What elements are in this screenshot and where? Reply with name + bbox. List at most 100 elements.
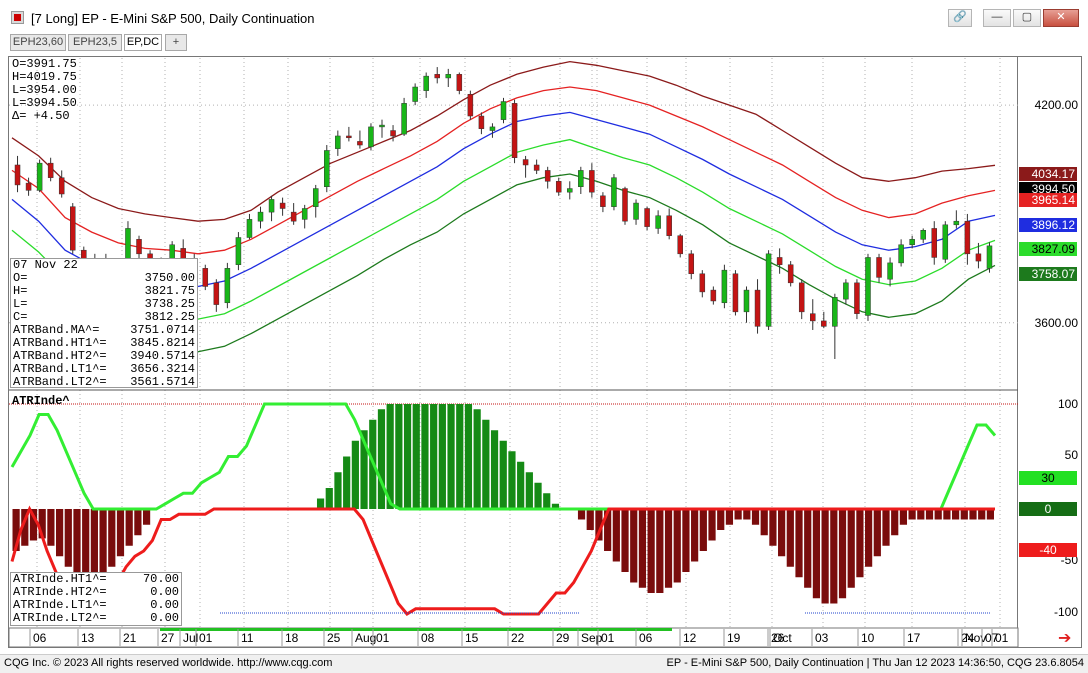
osc-bar <box>116 509 125 557</box>
osc-bar <box>430 404 438 509</box>
time-axis-highlight <box>160 628 672 631</box>
osc-bar <box>656 509 664 593</box>
osc-bar <box>351 440 359 509</box>
time-label: 19 <box>727 631 741 645</box>
tab-ep-dc[interactable]: EP,DC <box>124 34 162 51</box>
osc-bar <box>804 509 812 588</box>
candle-body <box>36 162 43 191</box>
price-tag: 3758.07 <box>1019 267 1077 281</box>
candle-body <box>832 297 838 327</box>
time-label: 06 <box>639 631 653 645</box>
osc-bar <box>534 482 542 509</box>
cursor-info-row: L= 3738.25 <box>11 298 197 311</box>
time-label: 01 <box>199 631 213 645</box>
info-value: 0.00 <box>150 585 179 599</box>
tab-eph23-5[interactable]: EPH23,5 <box>68 34 122 51</box>
maximize-button[interactable]: ▢ <box>1013 9 1041 27</box>
osc-bar <box>682 509 690 572</box>
candle-body <box>511 103 518 158</box>
time-label: 11 <box>241 631 254 645</box>
info-value: 3812.25 <box>144 310 195 324</box>
info-label: H= <box>13 284 28 298</box>
time-label: 17 <box>907 631 921 645</box>
candlesticks <box>14 67 993 359</box>
osc-bar <box>952 509 960 520</box>
candle-body <box>401 103 407 135</box>
osc-bar <box>925 509 934 520</box>
time-label: 10 <box>861 631 875 645</box>
candle-body <box>268 199 275 213</box>
osc-bar <box>134 509 142 536</box>
candle-body <box>567 188 573 193</box>
osc-bar <box>55 509 64 557</box>
osc-bar <box>708 509 716 541</box>
link-icon[interactable]: 🔗 <box>948 9 972 27</box>
osc-bar <box>899 509 908 525</box>
osc-bar <box>960 509 968 520</box>
candle-body <box>975 253 982 262</box>
osc-bar <box>795 509 803 578</box>
osc-bar <box>421 404 429 509</box>
time-label: Jul <box>183 631 198 645</box>
tab-eph23-60[interactable]: EPH23,60 <box>10 34 66 51</box>
osc-bar <box>786 509 794 567</box>
osc-bar <box>438 404 446 509</box>
band-ht2 <box>11 60 996 222</box>
osc-tag: -40 <box>1019 543 1077 557</box>
osc-bar <box>743 509 751 520</box>
candle-body <box>611 177 617 207</box>
info-value: 3845.8214 <box>130 336 195 350</box>
osc-bar <box>830 509 838 604</box>
time-label: 25 <box>327 631 341 645</box>
time-label: 01 <box>376 631 390 645</box>
osc-bar <box>943 509 951 520</box>
candle-body <box>710 289 717 302</box>
osc-bar <box>21 509 29 546</box>
scroll-right-arrow-icon[interactable]: ➔ <box>1058 630 1072 647</box>
info-value: 3750.00 <box>144 271 195 285</box>
osc-bar <box>447 404 455 509</box>
candle-body <box>544 170 551 182</box>
osc-bar <box>99 509 107 578</box>
osc-bar <box>490 430 499 509</box>
cursor-info-row: O= 3750.00 <box>11 272 197 285</box>
candle-body <box>688 253 695 275</box>
candle-body <box>279 202 286 209</box>
osc-bar <box>908 509 916 520</box>
osc-bar <box>699 509 707 551</box>
osc-bar <box>38 509 46 539</box>
add-tab-button[interactable]: + <box>165 34 187 51</box>
candle-body <box>301 208 308 220</box>
osc-bar <box>551 503 560 509</box>
candle-body <box>290 211 297 222</box>
info-label: ATRBand.HT1^= <box>13 336 107 350</box>
osc-bar <box>47 509 55 546</box>
osc-bar <box>325 488 333 509</box>
candle-body <box>964 220 971 255</box>
candle-body <box>821 320 827 327</box>
osc-bar <box>360 430 368 509</box>
oscillator-info-row: ATRInde.LT1^= 0.00 <box>11 599 181 612</box>
time-label: 12 <box>683 631 697 645</box>
info-label: ATRBand.HT2^= <box>13 349 107 363</box>
candle-body <box>876 257 882 278</box>
osc-bar <box>456 404 464 509</box>
cursor-date: 07 Nov 22 <box>13 258 78 272</box>
cursor-info-row: ATRBand.HT2^= 3940.5714 <box>11 350 197 363</box>
candle-body <box>478 115 485 129</box>
info-value: 3656.3214 <box>130 362 195 376</box>
oscillator-info-box: ATRInde.HT1^= 70.00 ATRInde.HT2^= 0.00 ATRIn… <box>10 572 182 626</box>
oscillator-info-row: ATRInde.HT1^= 70.00 <box>11 573 181 586</box>
osc-bar <box>73 509 81 578</box>
oscillator-info-row: ATRInde.LT2^= 0.00 <box>11 612 181 625</box>
minimize-button[interactable]: — <box>983 9 1011 27</box>
osc-tick-label: 100 <box>1057 397 1078 411</box>
info-label: O= <box>13 271 28 285</box>
candle-body <box>357 141 363 146</box>
info-label: ATRInde.HT2^= <box>13 585 107 599</box>
candle-body <box>622 188 628 222</box>
close-button[interactable]: ✕ <box>1043 9 1079 27</box>
info-value: 70.00 <box>142 572 179 586</box>
candle-body <box>412 86 418 102</box>
